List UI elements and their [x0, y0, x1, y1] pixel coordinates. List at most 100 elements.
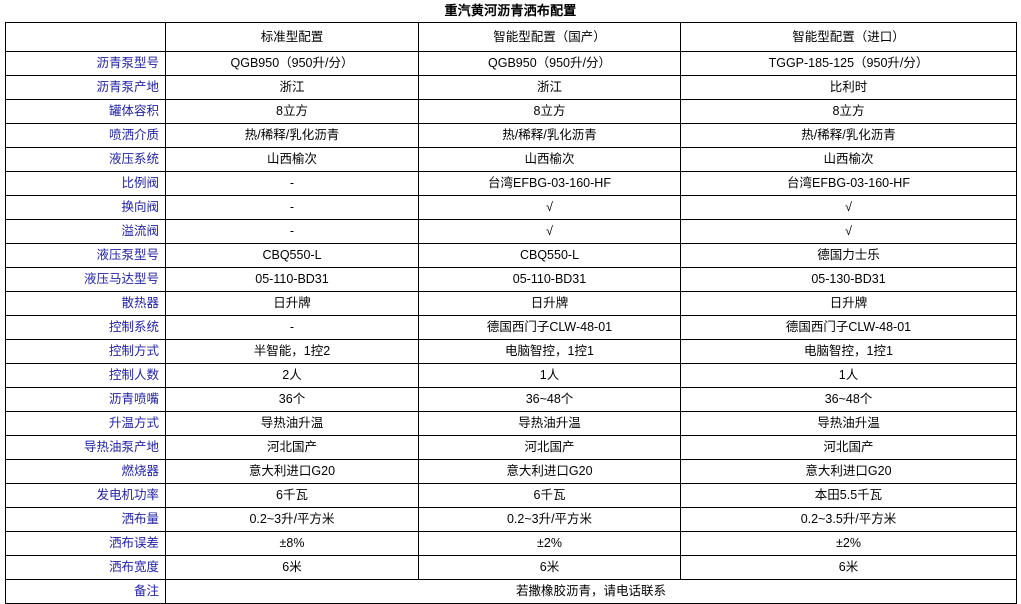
cell-smart-domestic: 电脑智控，1控1: [418, 339, 681, 364]
cell-smart-import: 德国力士乐: [680, 243, 1017, 268]
cell-standard: 热/稀释/乳化沥青: [165, 123, 419, 148]
table-footer-row: 备注 若撒橡胶沥青，请电话联系: [5, 579, 1017, 604]
cell-smart-domestic: 6米: [418, 555, 681, 580]
cell-smart-import: 导热油升温: [680, 411, 1017, 436]
table-row: 发电机功率 6千瓦 6千瓦 本田5.5千瓦: [5, 483, 1017, 508]
cell-standard: QGB950（950升/分）: [165, 51, 419, 76]
table-row: 洒布误差 ±8% ±2% ±2%: [5, 531, 1017, 556]
cell-standard: 0.2~3升/平方米: [165, 507, 419, 532]
cell-smart-import: √: [680, 195, 1017, 220]
column-header-label: [5, 22, 166, 52]
cell-standard: CBQ550-L: [165, 243, 419, 268]
cell-smart-domestic: 德国西门子CLW-48-01: [418, 315, 681, 340]
table-row: 散热器 日升牌 日升牌 日升牌: [5, 291, 1017, 316]
row-label: 换向阀: [5, 195, 166, 220]
table-header: 标准型配置 智能型配置（国产） 智能型配置（进口）: [5, 22, 1017, 52]
table-row: 沥青泵型号 QGB950（950升/分） QGB950（950升/分） TGGP-18…: [5, 51, 1017, 76]
column-header-smart-import: 智能型配置（进口）: [680, 22, 1017, 52]
cell-smart-domestic: 36~48个: [418, 387, 681, 412]
cell-smart-import: 0.2~3.5升/平方米: [680, 507, 1017, 532]
row-label: 液压马达型号: [5, 267, 166, 292]
table-row: 换向阀 - √ √: [5, 195, 1017, 220]
cell-smart-import: 热/稀释/乳化沥青: [680, 123, 1017, 148]
cell-standard: -: [165, 315, 419, 340]
cell-smart-import: √: [680, 219, 1017, 244]
page-root: 重汽黄河沥青洒布配置 标准型配置 智能型配置（国产） 智能型配置（进口） 沥青泵…: [5, 3, 1017, 604]
column-header-smart-domestic: 智能型配置（国产）: [418, 22, 681, 52]
page-title: 重汽黄河沥青洒布配置: [444, 3, 577, 18]
cell-standard: 日升牌: [165, 291, 419, 316]
cell-standard: 8立方: [165, 99, 419, 124]
cell-smart-import: 6米: [680, 555, 1017, 580]
row-label: 洒布宽度: [5, 555, 166, 580]
cell-smart-domestic: √: [418, 219, 681, 244]
cell-smart-import: 1人: [680, 363, 1017, 388]
row-label: 发电机功率: [5, 483, 166, 508]
cell-smart-import: TGGP-185-125（950升/分）: [680, 51, 1017, 76]
table-row: 液压系统 山西榆次 山西榆次 山西榆次: [5, 147, 1017, 172]
row-label: 罐体容积: [5, 99, 166, 124]
table-row: 控制系统 - 德国西门子CLW-48-01 德国西门子CLW-48-01: [5, 315, 1017, 340]
row-label: 导热油泵产地: [5, 435, 166, 460]
row-label: 沥青泵产地: [5, 75, 166, 100]
cell-smart-import: 8立方: [680, 99, 1017, 124]
table-row: 喷洒介质 热/稀释/乳化沥青 热/稀释/乳化沥青 热/稀释/乳化沥青: [5, 123, 1017, 148]
row-label: 控制人数: [5, 363, 166, 388]
column-header-standard: 标准型配置: [165, 22, 419, 52]
row-label: 控制系统: [5, 315, 166, 340]
cell-smart-domestic: 山西榆次: [418, 147, 681, 172]
cell-smart-import: 日升牌: [680, 291, 1017, 316]
row-label: 控制方式: [5, 339, 166, 364]
table-body: 沥青泵型号 QGB950（950升/分） QGB950（950升/分） TGGP-18…: [5, 51, 1017, 604]
cell-smart-domestic: 1人: [418, 363, 681, 388]
cell-smart-import: 山西榆次: [680, 147, 1017, 172]
row-label: 沥青喷嘴: [5, 387, 166, 412]
cell-smart-domestic: 日升牌: [418, 291, 681, 316]
cell-smart-domestic: 0.2~3升/平方米: [418, 507, 681, 532]
cell-smart-domestic: QGB950（950升/分）: [418, 51, 681, 76]
cell-smart-domestic: 6千瓦: [418, 483, 681, 508]
cell-smart-domestic: 导热油升温: [418, 411, 681, 436]
cell-standard: 山西榆次: [165, 147, 419, 172]
spec-table: 标准型配置 智能型配置（国产） 智能型配置（进口） 沥青泵型号 QGB950（95…: [5, 22, 1017, 604]
table-row: 升温方式 导热油升温 导热油升温 导热油升温: [5, 411, 1017, 436]
table-row: 罐体容积 8立方 8立方 8立方: [5, 99, 1017, 124]
cell-smart-import: 本田5.5千瓦: [680, 483, 1017, 508]
row-label: 液压泵型号: [5, 243, 166, 268]
table-row: 导热油泵产地 河北国产 河北国产 河北国产: [5, 435, 1017, 460]
cell-standard: -: [165, 195, 419, 220]
cell-standard: 6米: [165, 555, 419, 580]
row-label: 洒布量: [5, 507, 166, 532]
cell-standard: ±8%: [165, 531, 419, 556]
table-row: 比例阀 - 台湾EFBG-03-160-HF 台湾EFBG-03-160-HF: [5, 171, 1017, 196]
cell-smart-import: 电脑智控，1控1: [680, 339, 1017, 364]
table-row: 液压泵型号 CBQ550-L CBQ550-L 德国力士乐: [5, 243, 1017, 268]
row-label: 溢流阀: [5, 219, 166, 244]
row-label: 升温方式: [5, 411, 166, 436]
cell-standard: 导热油升温: [165, 411, 419, 436]
cell-standard: 6千瓦: [165, 483, 419, 508]
table-row: 燃烧器 意大利进口G20 意大利进口G20 意大利进口G20: [5, 459, 1017, 484]
table-row: 沥青泵产地 浙江 浙江 比利时: [5, 75, 1017, 100]
cell-smart-import: 台湾EFBG-03-160-HF: [680, 171, 1017, 196]
table-row: 洒布量 0.2~3升/平方米 0.2~3升/平方米 0.2~3.5升/平方米: [5, 507, 1017, 532]
row-label: 喷洒介质: [5, 123, 166, 148]
cell-smart-domestic: 热/稀释/乳化沥青: [418, 123, 681, 148]
row-label: 洒布误差: [5, 531, 166, 556]
row-label: 比例阀: [5, 171, 166, 196]
spec-table-container: 标准型配置 智能型配置（国产） 智能型配置（进口） 沥青泵型号 QGB950（95…: [0, 22, 1021, 604]
cell-smart-domestic: 浙江: [418, 75, 681, 100]
cell-standard: -: [165, 171, 419, 196]
cell-smart-domestic: CBQ550-L: [418, 243, 681, 268]
table-row: 液压马达型号 05-110-BD31 05-110-BD31 05-130-BD31: [5, 267, 1017, 292]
cell-standard: 浙江: [165, 75, 419, 100]
cell-smart-import: 36~48个: [680, 387, 1017, 412]
row-label: 散热器: [5, 291, 166, 316]
table-row: 溢流阀 - √ √: [5, 219, 1017, 244]
row-label: 液压系统: [5, 147, 166, 172]
cell-smart-domestic: ±2%: [418, 531, 681, 556]
table-row: 控制人数 2人 1人 1人: [5, 363, 1017, 388]
cell-smart-domestic: √: [418, 195, 681, 220]
cell-standard: 05-110-BD31: [165, 267, 419, 292]
cell-standard: -: [165, 219, 419, 244]
